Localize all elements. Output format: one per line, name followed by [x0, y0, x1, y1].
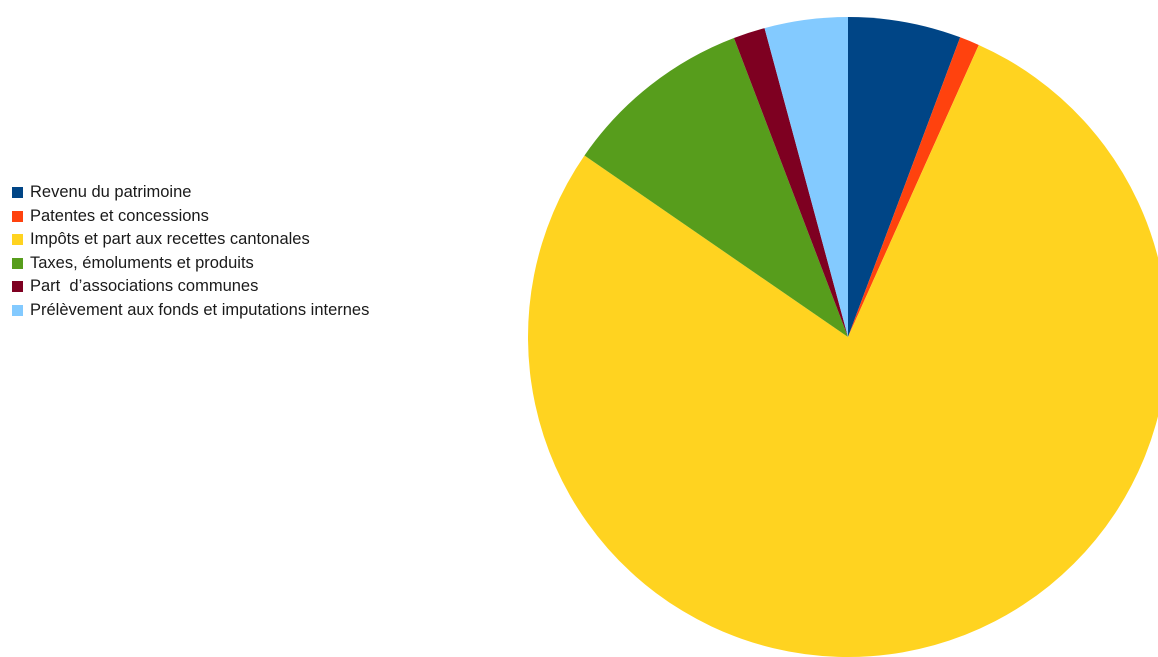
legend-swatch	[12, 281, 23, 292]
pie-slice-0	[848, 17, 961, 337]
legend-item-impots: Impôts et part aux recettes cantonales	[12, 229, 402, 249]
legend-swatch	[12, 187, 23, 198]
pie-slice-3	[584, 38, 848, 337]
legend-label: Revenu du patrimoine	[30, 183, 192, 201]
pie-slice-1	[848, 37, 979, 338]
legend-label: Taxes, émoluments et produits	[30, 253, 254, 272]
legend-label: Patentes et concessions	[30, 206, 209, 225]
legend-item-revenu-du-patrimoine: Revenu du patrimoine	[12, 182, 402, 202]
pie-slice-5	[764, 17, 848, 337]
legend-item-patentes-et-concessions: Patentes et concessions	[12, 206, 402, 226]
legend-swatch	[12, 234, 23, 245]
legend-label: Impôts et part aux recettes cantonales	[30, 230, 310, 248]
chart-legend: Revenu du patrimoine Patentes et concess…	[12, 182, 402, 323]
pie-slice-2	[527, 44, 1158, 657]
legend-item-taxes: Taxes, émoluments et produits	[12, 253, 402, 273]
legend-swatch	[12, 304, 23, 316]
pie-slice-4	[733, 28, 848, 338]
legend-item-prelevement: Prélèvement aux fonds et imputations int…	[12, 300, 402, 320]
legend-label: Part d’associations communes	[30, 277, 259, 295]
legend-item-part-associations: Part d’associations communes	[12, 276, 402, 296]
legend-swatch	[12, 257, 23, 269]
legend-label: Prélèvement aux fonds et imputations int…	[30, 300, 370, 319]
legend-swatch	[12, 210, 23, 222]
